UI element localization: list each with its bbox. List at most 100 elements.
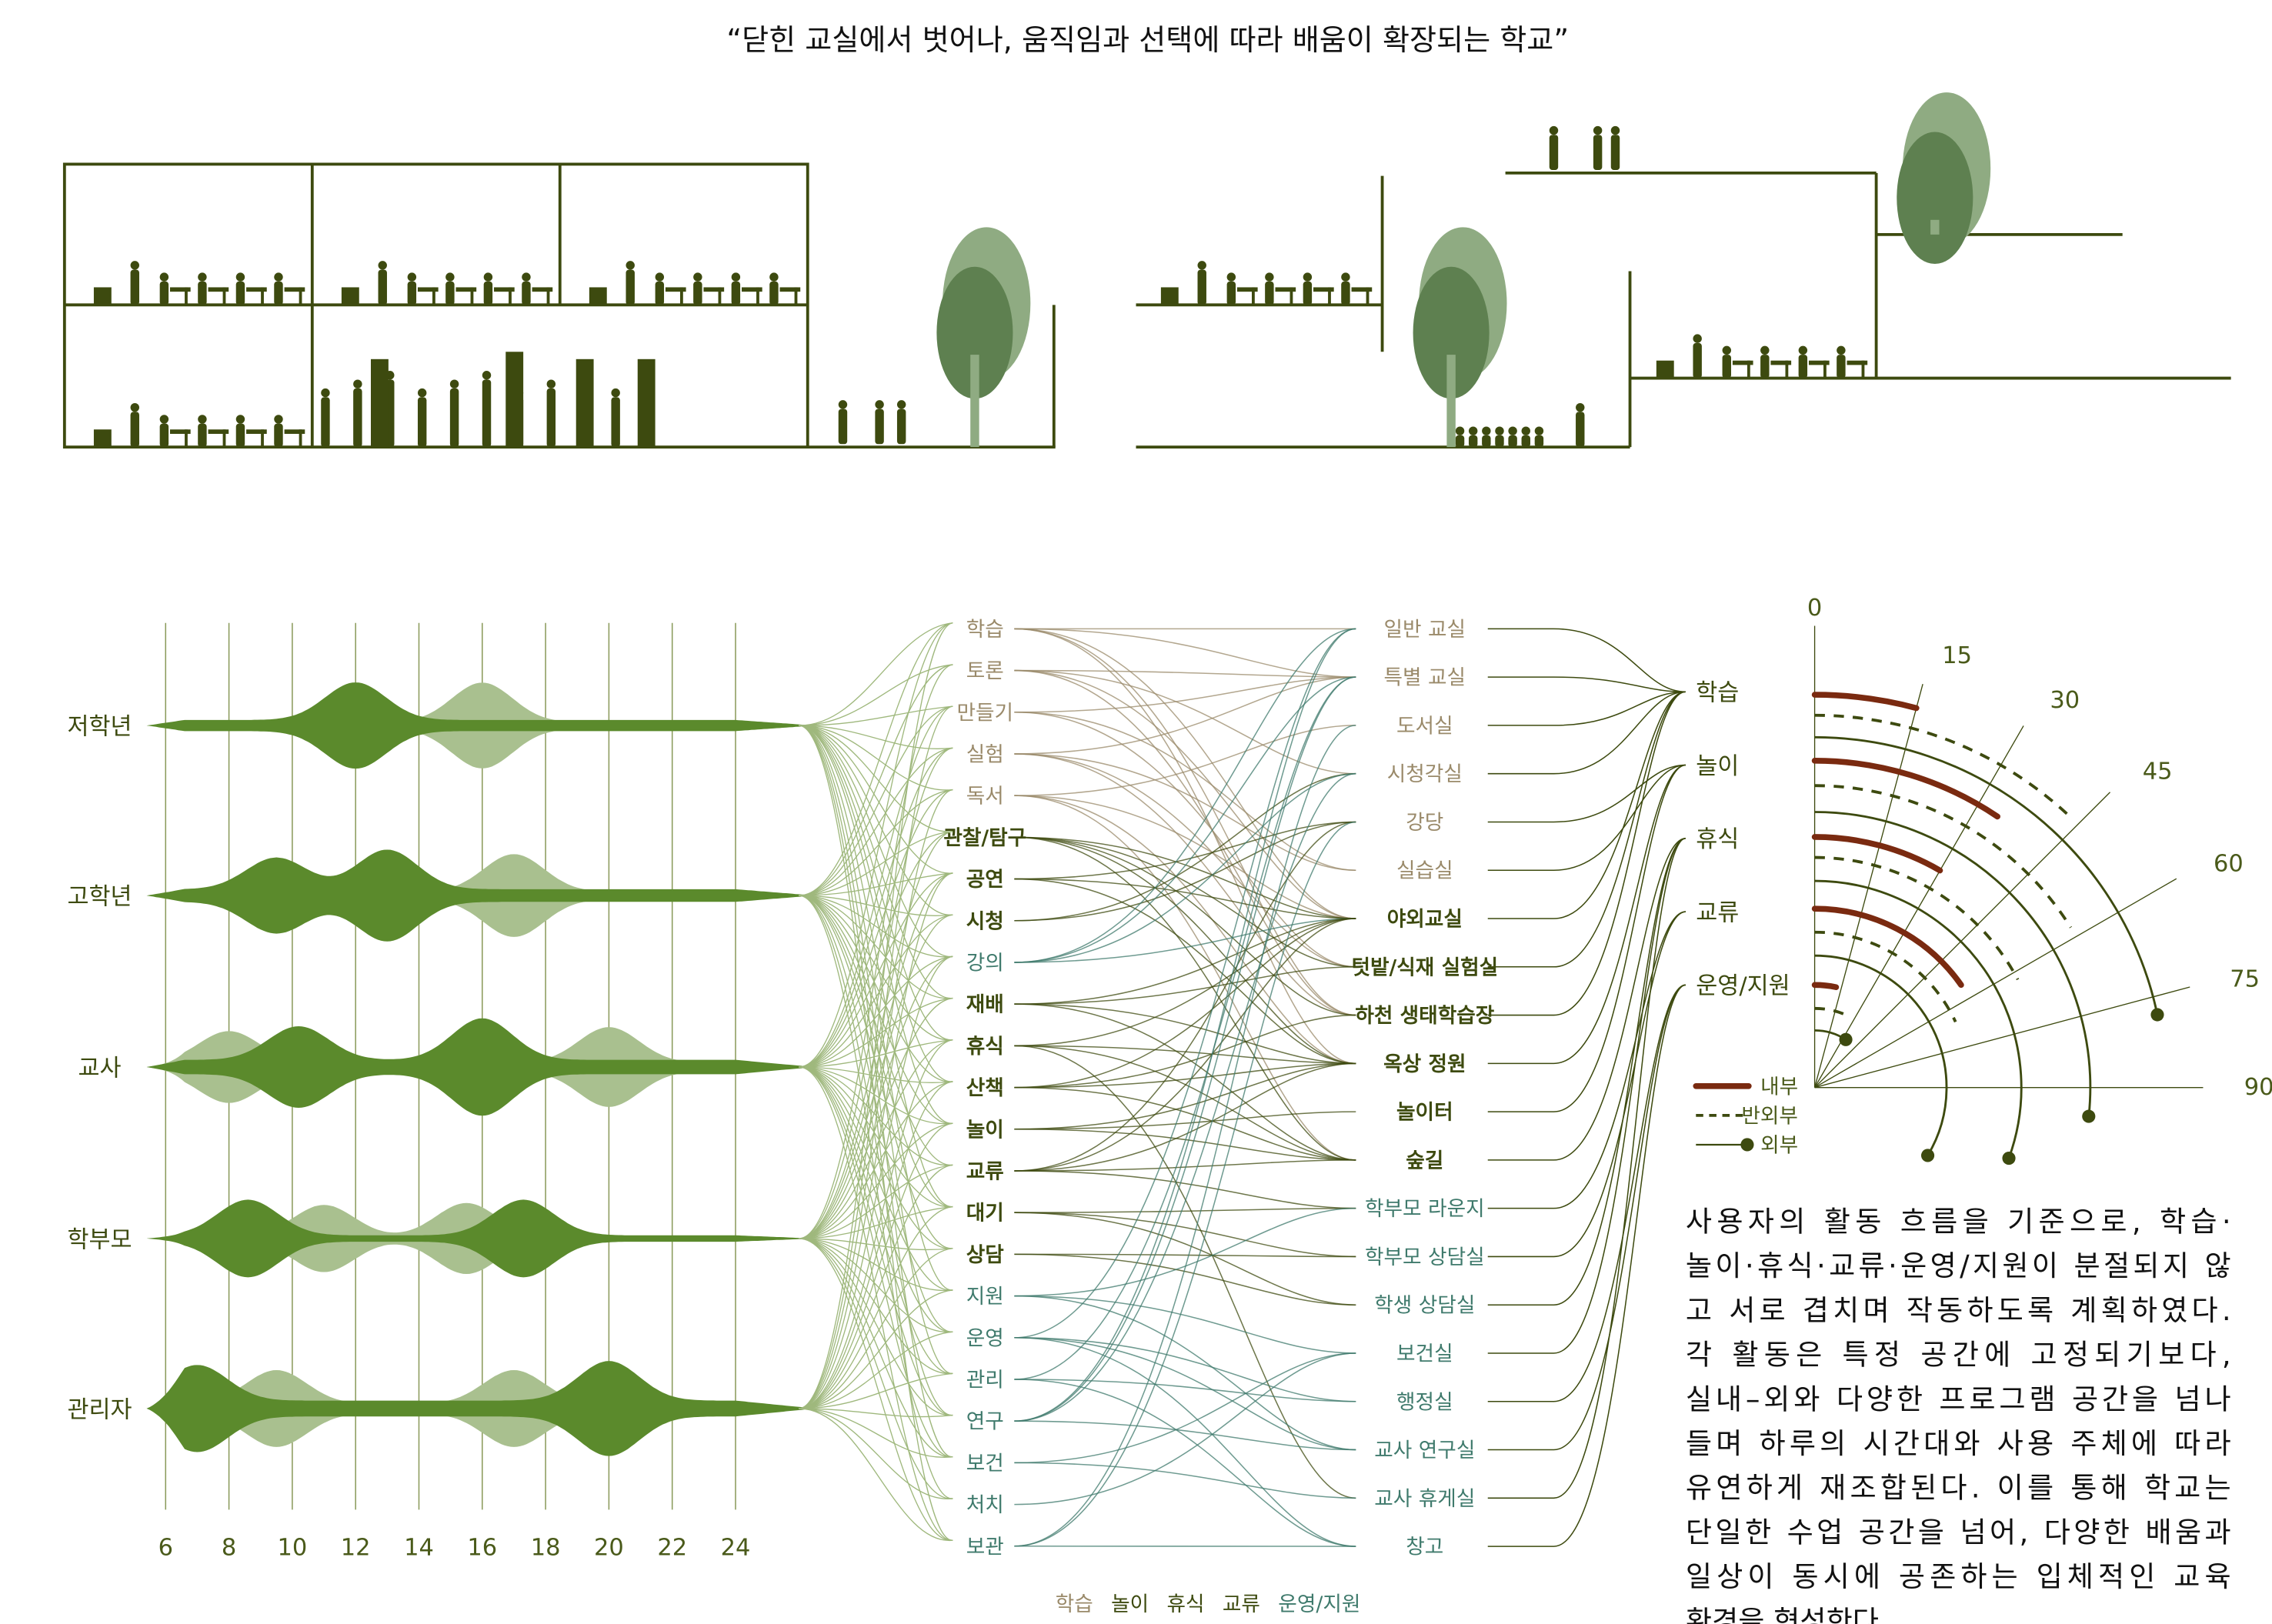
paragraph-line: 들며 하루의 시간대와 사용 주체에 따라 xyxy=(1686,1427,2231,1460)
user-activity-link xyxy=(799,664,953,896)
user-activity-link xyxy=(799,789,953,896)
desk-silhouette xyxy=(93,429,112,448)
activity-space-link xyxy=(1014,753,1356,968)
hour-tick-label: 14 xyxy=(404,1534,434,1561)
activity-space-link xyxy=(1014,1337,1356,1451)
seated-child-silhouette xyxy=(1521,426,1530,448)
activity-space-link xyxy=(1014,628,1356,1065)
user-activity-link xyxy=(799,1066,953,1541)
desk-silhouette xyxy=(589,287,607,305)
desk-silhouette xyxy=(1732,360,1753,365)
running-child-silhouette xyxy=(1610,125,1620,171)
user-activity-link xyxy=(799,1408,953,1541)
desk-silhouette xyxy=(1656,360,1674,378)
activity-space-link xyxy=(1014,1170,1356,1209)
desk-silhouette xyxy=(779,287,801,292)
activity-label: 관찰/탐구 xyxy=(943,826,1026,850)
desk-silhouette xyxy=(1275,287,1296,292)
angle-tick-label: 45 xyxy=(2143,758,2173,785)
user-activity-link xyxy=(799,831,953,896)
activity-space-link xyxy=(1014,772,1356,963)
angle-tick-label: 75 xyxy=(2230,966,2260,993)
library-person-silhouette xyxy=(611,388,620,448)
user-activity-link xyxy=(799,1238,953,1499)
space-label: 하천 생태학습장 xyxy=(1355,1004,1494,1028)
user-activity-link xyxy=(799,1331,953,1409)
activity-space-link xyxy=(1014,669,1356,775)
activity-label: 독서 xyxy=(966,785,1004,809)
activity-space-link xyxy=(1014,795,1356,919)
library-person-silhouette xyxy=(353,379,362,448)
student-silhouette xyxy=(159,272,169,305)
library-person-silhouette xyxy=(482,371,492,448)
running-child-silhouette xyxy=(896,400,906,445)
user-activity-link xyxy=(799,1408,953,1499)
desk-silhouette xyxy=(208,429,229,434)
space-category-link xyxy=(1487,984,1686,1547)
activity-space-link xyxy=(1014,795,1356,1065)
user-activity-link xyxy=(799,895,953,916)
teacher-silhouette xyxy=(378,261,387,305)
desk-silhouette xyxy=(742,287,762,292)
user-activity-link xyxy=(799,725,953,1124)
activity-label: 학습 xyxy=(966,618,1004,642)
desk-silhouette xyxy=(665,287,686,292)
user-activity-link xyxy=(799,955,953,1409)
desk-silhouette xyxy=(246,287,267,292)
desk-silhouette xyxy=(494,287,515,292)
activity-label: 공연 xyxy=(966,868,1004,892)
space-label: 텃밭/식재 실험실 xyxy=(1351,955,1498,979)
student-silhouette xyxy=(1341,272,1350,305)
activity-space-link xyxy=(1014,1379,1356,1402)
desk-silhouette xyxy=(1236,287,1258,292)
paragraph-line: 일상이 동시에 공존하는 입체적인 교육 xyxy=(1686,1560,2231,1593)
activity-space-link xyxy=(1014,1086,1356,1161)
activity-space-link xyxy=(1014,753,1356,1016)
user-activity-link xyxy=(799,895,953,1208)
user-activity-link xyxy=(799,1066,953,1208)
user-activity-link xyxy=(799,725,953,832)
space-category-link xyxy=(1487,764,1686,1065)
desk-silhouette xyxy=(532,287,553,292)
indoor-usage-arc xyxy=(1811,758,2000,820)
user-activity-link xyxy=(799,895,953,1332)
primary-usage-stream xyxy=(146,849,812,942)
angle-axis-line xyxy=(1814,792,2110,1089)
student-silhouette xyxy=(769,272,779,305)
activity-space-link xyxy=(1014,628,1356,963)
indoor-usage-arc xyxy=(1811,905,1964,989)
user-activity-link xyxy=(799,622,953,1409)
user-activity-link xyxy=(799,705,953,726)
tree-silhouette xyxy=(936,227,1031,448)
hour-tick-label: 24 xyxy=(721,1534,751,1561)
user-activity-link xyxy=(799,705,953,1409)
activity-label: 재배 xyxy=(966,993,1004,1017)
user-activity-link xyxy=(799,705,953,896)
space-label: 보건실 xyxy=(1396,1342,1453,1366)
student-silhouette xyxy=(693,272,702,305)
seated-child-silhouette xyxy=(1468,426,1478,448)
activity-space-link xyxy=(1014,836,1356,1161)
user-activity-link xyxy=(799,747,953,896)
desk-silhouette xyxy=(1770,360,1792,365)
space-label: 교사 휴게실 xyxy=(1374,1487,1475,1511)
legend-outdoor-dot xyxy=(1740,1138,1754,1152)
user-activity-link xyxy=(799,1408,953,1458)
space-label: 창고 xyxy=(1406,1536,1443,1559)
library-person-silhouette xyxy=(449,379,459,448)
user-activity-link xyxy=(799,831,953,1239)
activity-space-link xyxy=(1014,669,1356,678)
activity-space-link xyxy=(1014,795,1356,1161)
activity-space-link xyxy=(1014,836,1356,919)
activity-space-link xyxy=(1014,821,1356,1172)
user-activity-link xyxy=(799,1238,953,1375)
user-activity-link xyxy=(799,725,953,1458)
activity-label: 연구 xyxy=(966,1410,1004,1434)
user-activity-link xyxy=(799,725,953,1541)
space-category-link xyxy=(1487,838,1686,1161)
user-activity-link xyxy=(799,664,953,1239)
activity-space-link xyxy=(1014,821,1356,1547)
student-silhouette xyxy=(159,415,169,448)
